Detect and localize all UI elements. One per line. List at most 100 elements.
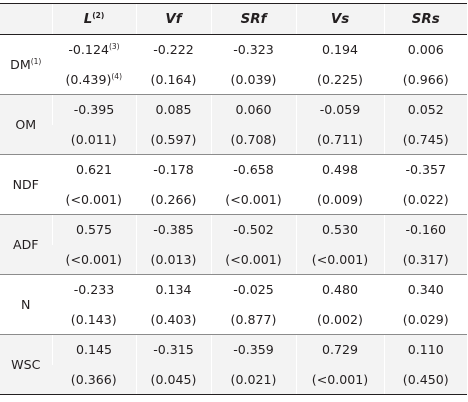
p-value-value: (<0.001) xyxy=(65,251,122,267)
column-header-vs: Vs xyxy=(295,3,384,35)
p-value-value: (0.225) xyxy=(317,71,363,87)
p-value-cell: (0.711) xyxy=(295,124,384,155)
p-value-value: (0.045) xyxy=(150,371,197,387)
p-value-cell: (0.439)(4) xyxy=(52,64,136,95)
coefficient-value: -0.025 xyxy=(233,282,274,298)
p-value-value: (<0.001) xyxy=(311,251,369,267)
coefficient-value: -0.233 xyxy=(73,282,115,298)
footnote-marker: (1) xyxy=(30,57,42,66)
p-value-value: (0.029) xyxy=(402,311,449,327)
p-value-cell: (0.164) xyxy=(135,64,211,95)
coefficient-value: 0.621 xyxy=(75,162,113,178)
row-label-text: ADF xyxy=(12,237,39,252)
coefficient-value: -0.357 xyxy=(405,162,447,178)
coefficient-cell: -0.395 xyxy=(51,94,136,125)
p-value-cell: (0.143) xyxy=(52,304,136,335)
coefficient-cell: -0.160 xyxy=(383,214,467,245)
column-header-label: Vs xyxy=(330,11,350,27)
p-value-cell: (<0.001) xyxy=(295,244,384,275)
p-value-value: (0.439) xyxy=(65,71,112,87)
p-value-value: (0.013) xyxy=(150,251,197,267)
p-value-value: (0.164) xyxy=(150,71,197,87)
p-value-value: (0.597) xyxy=(150,131,197,147)
row-label: WSC xyxy=(0,334,52,395)
coefficient-cell: -0.178 xyxy=(135,154,211,185)
header-row: L(2) Vf SRf Vs SRs xyxy=(0,3,467,35)
p-value-cell: (<0.001) xyxy=(295,364,384,395)
p-value-value: (0.711) xyxy=(317,131,363,147)
coefficient-cell: 0.729 xyxy=(295,334,384,365)
column-header-label: SRf xyxy=(240,11,267,27)
coefficient-value: -0.359 xyxy=(233,342,274,358)
p-value-cell: (0.021) xyxy=(210,364,296,395)
coefficient-value: 0.145 xyxy=(75,342,113,358)
column-header-srs: SRs xyxy=(383,3,467,35)
row-label: DM(1) xyxy=(0,34,52,95)
coefficient-value: -0.323 xyxy=(233,42,274,58)
coefficient-cell: 0.194 xyxy=(295,34,384,65)
p-value-cell: (0.029) xyxy=(383,304,467,335)
p-value-cell: (<0.001) xyxy=(210,184,296,215)
coefficient-value: 0.480 xyxy=(321,282,359,298)
coefficient-cell: -0.315 xyxy=(135,334,211,365)
coefficient-cell: 0.110 xyxy=(383,334,467,365)
coefficient-cell: 0.480 xyxy=(295,274,384,305)
p-value-cell: (0.039) xyxy=(210,64,296,95)
coefficient-value: -0.059 xyxy=(319,102,361,118)
p-value-cell: (0.317) xyxy=(383,244,467,275)
row-label-text: NDF xyxy=(12,177,39,192)
row-label: OM xyxy=(0,94,52,155)
coefficient-value: 0.110 xyxy=(407,342,444,358)
p-value-value: (0.317) xyxy=(402,251,449,267)
table-row: (<0.001) (0.013) (<0.001) (<0.001) (0.317) xyxy=(0,244,467,275)
column-header-vf: Vf xyxy=(135,3,211,35)
correlation-table: L(2) Vf SRf Vs SRs DM(1) -0.124(3) -0.222-… xyxy=(0,3,467,395)
coefficient-cell: -0.385 xyxy=(135,214,211,245)
row-label-text: OM xyxy=(15,117,37,132)
column-header-label: Vf xyxy=(165,11,182,27)
coefficient-cell: -0.357 xyxy=(383,154,467,185)
p-value-value: (0.002) xyxy=(317,311,363,327)
footnote-marker: (3) xyxy=(108,42,120,52)
corner-cell xyxy=(0,3,52,35)
row-label-text: N xyxy=(21,297,31,312)
coefficient-cell: 0.530 xyxy=(295,214,384,245)
p-value-value: (0.143) xyxy=(70,311,117,327)
coefficient-cell: -0.359 xyxy=(210,334,296,365)
coefficient-cell: 0.575 xyxy=(51,214,136,245)
table-body: DM(1) -0.124(3) -0.222 -0.323 0.194 0.006 (0.4… xyxy=(0,34,467,395)
p-value-cell: (0.403) xyxy=(135,304,211,335)
p-value-cell: (0.022) xyxy=(383,184,467,215)
coefficient-cell: 0.498 xyxy=(295,154,384,185)
coefficient-value: 0.060 xyxy=(235,102,272,118)
coefficient-cell: -0.059 xyxy=(295,94,384,125)
p-value-cell: (0.013) xyxy=(135,244,211,275)
column-header-label: L xyxy=(83,11,93,27)
coefficient-cell: -0.124(3) xyxy=(51,34,136,65)
coefficient-value: -0.385 xyxy=(153,222,194,238)
table-row: WSC 0.145 -0.315 -0.359 0.729 0.110 xyxy=(0,334,467,395)
coefficient-cell: 0.134 xyxy=(135,274,211,305)
coefficient-cell: 0.006 xyxy=(383,34,467,65)
p-value-value: (0.021) xyxy=(230,371,277,387)
p-value-cell: (0.597) xyxy=(135,124,211,155)
p-value-value: (0.403) xyxy=(150,311,197,327)
coefficient-value: -0.395 xyxy=(73,102,115,118)
table-row: OM -0.395 0.085 0.060 -0.059 0.052 xyxy=(0,94,467,155)
p-value-cell: (0.366) xyxy=(52,364,136,395)
coefficient-value: -0.222 xyxy=(153,42,194,58)
p-value-value: (0.877) xyxy=(230,311,277,327)
coefficient-cell: -0.323 xyxy=(210,34,296,65)
table-row: (<0.001) (0.266) (<0.001) (0.009) (0.022) xyxy=(0,184,467,215)
p-value-value: (0.011) xyxy=(70,131,117,147)
footnote-marker: (4) xyxy=(111,71,122,81)
p-value-value: (<0.001) xyxy=(311,371,369,387)
coefficient-value: -0.658 xyxy=(233,162,274,178)
p-value-cell: (0.745) xyxy=(383,124,467,155)
p-value-cell: (0.225) xyxy=(295,64,384,95)
row-label-text: DM xyxy=(10,57,31,72)
coefficient-value: 0.052 xyxy=(407,102,444,118)
coefficient-cell: -0.233 xyxy=(51,274,136,305)
footnote-marker: (2) xyxy=(92,10,105,20)
coefficient-value: 0.729 xyxy=(321,342,359,358)
